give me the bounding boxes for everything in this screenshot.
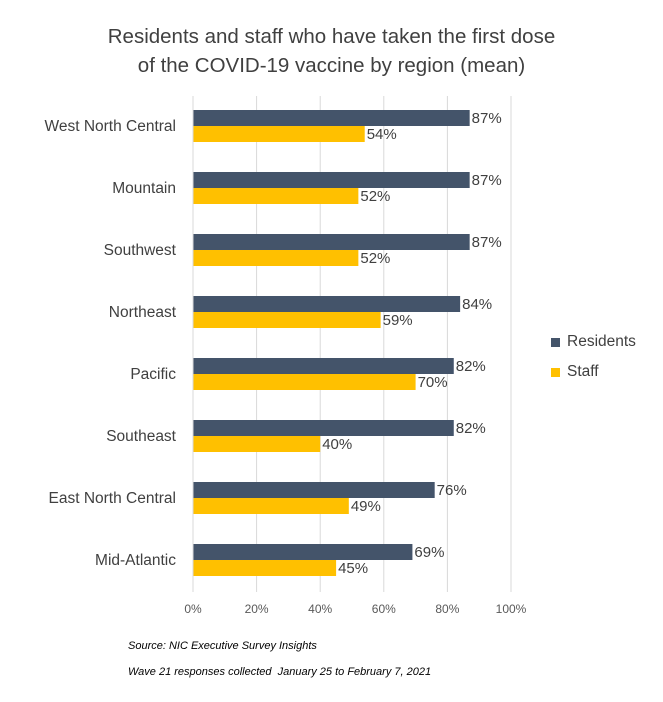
data-label-staff: 49% (351, 498, 381, 515)
category-label: Pacific (130, 366, 176, 383)
data-label-residents: 82% (456, 358, 486, 375)
category-label: Mid-Atlantic (95, 552, 176, 569)
data-label-staff: 52% (360, 250, 390, 267)
x-tick-label: 60% (372, 602, 396, 616)
legend-label-staff: Staff (567, 363, 599, 381)
bar-residents (193, 234, 470, 250)
category-label: East North Central (49, 490, 177, 507)
bar-residents (193, 296, 460, 312)
data-label-staff: 40% (322, 436, 352, 453)
data-label-residents: 87% (472, 234, 502, 251)
data-label-residents: 87% (472, 110, 502, 127)
category-label: Northeast (109, 304, 177, 321)
category-label: Southeast (106, 428, 176, 445)
bar-residents (193, 172, 470, 188)
x-tick-label: 40% (308, 602, 332, 616)
data-label-staff: 59% (383, 312, 413, 329)
bar-staff (193, 436, 320, 452)
bar-staff (193, 560, 336, 576)
data-label-staff: 70% (418, 374, 448, 391)
data-label-residents: 84% (462, 296, 492, 313)
x-tick-label: 20% (245, 602, 269, 616)
x-tick-label: 100% (496, 602, 527, 616)
data-label-residents: 69% (414, 544, 444, 561)
bar-staff (193, 126, 365, 142)
data-label-staff: 52% (360, 188, 390, 205)
bar-staff (193, 312, 381, 328)
bar-residents (193, 420, 454, 436)
data-label-residents: 82% (456, 420, 486, 437)
legend-item-residents: Residents (551, 327, 636, 357)
data-label-residents: 76% (437, 482, 467, 499)
footnotes: Source: NIC Executive Survey Insights Wa… (128, 640, 431, 692)
legend-label-residents: Residents (567, 333, 636, 351)
category-label: Southwest (104, 242, 177, 259)
data-label-staff: 45% (338, 560, 368, 577)
data-label-residents: 87% (472, 172, 502, 189)
chart-legend: Residents Staff (551, 327, 636, 387)
legend-item-staff: Staff (551, 357, 636, 387)
bar-residents (193, 110, 470, 126)
footnote-wave: Wave 21 responses collected January 25 t… (128, 666, 431, 692)
bar-staff (193, 498, 349, 514)
category-label: Mountain (112, 180, 176, 197)
bar-staff (193, 188, 358, 204)
category-label: West North Central (44, 118, 176, 135)
bar-residents (193, 482, 435, 498)
legend-swatch-staff (551, 368, 560, 377)
bar-staff (193, 250, 358, 266)
data-label-staff: 54% (367, 126, 397, 143)
x-tick-label: 0% (184, 602, 202, 616)
legend-swatch-residents (551, 338, 560, 347)
bar-residents (193, 358, 454, 374)
bar-residents (193, 544, 412, 560)
bar-staff (193, 374, 416, 390)
footnote-source: Source: NIC Executive Survey Insights (128, 640, 431, 666)
x-tick-label: 80% (435, 602, 459, 616)
